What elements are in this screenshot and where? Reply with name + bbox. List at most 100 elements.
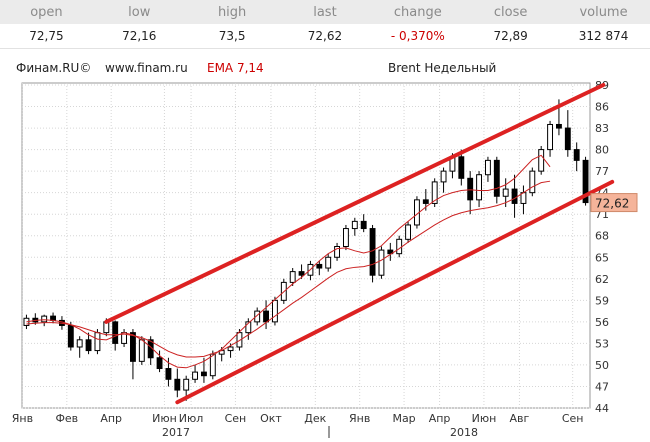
x-tick-label: Янв [12, 412, 33, 425]
ema-line [26, 180, 551, 358]
y-tick-label: 83 [595, 122, 609, 135]
ema-line [26, 154, 551, 369]
candle-body [493, 159, 500, 197]
candle-body [289, 271, 296, 283]
candle-body [334, 246, 341, 258]
y-tick-label: 86 [595, 101, 609, 114]
candle-body [271, 299, 278, 323]
candle-body [298, 271, 305, 276]
x-tick-label: Мар [392, 412, 415, 425]
value-open: 72,75 [0, 24, 93, 49]
candle-body [405, 224, 412, 240]
candle-body [458, 156, 465, 179]
quote-panel: open low high last change close volume 7… [0, 0, 650, 49]
trend-channel-line [175, 179, 615, 405]
x-tick-label: Апр [429, 412, 451, 425]
plot-area: 44475053565962656871747780838689ЯнвФевАп… [12, 79, 638, 439]
candle-body [511, 188, 518, 204]
y-tick-label: 50 [595, 359, 609, 372]
candle-body [76, 339, 83, 348]
x-tick-label: Окт [260, 412, 282, 425]
y-tick-label: 44 [595, 402, 609, 415]
candle-body [209, 353, 216, 377]
candle-body [502, 188, 509, 197]
year-label: 2017 [162, 426, 190, 439]
x-tick-label: Фев [55, 412, 78, 425]
candle-body [476, 174, 483, 201]
candle-body [547, 123, 554, 151]
candle-body [67, 324, 74, 348]
candle-body [129, 332, 136, 362]
candle-body [245, 321, 252, 334]
candle-body [564, 127, 571, 151]
header-open: open [0, 0, 93, 24]
candle-body [85, 339, 92, 352]
header-last: last [278, 0, 372, 24]
candle-body [467, 177, 474, 201]
candle-body [484, 159, 491, 176]
candle-body [440, 170, 447, 183]
y-tick-label: 80 [595, 144, 609, 157]
candle-body [538, 149, 545, 172]
candle-body [200, 371, 207, 377]
candle-body [351, 220, 358, 230]
candle-body [263, 310, 270, 323]
y-tick-label: 65 [595, 251, 609, 264]
y-tick-label: 62 [595, 273, 609, 286]
candle-body [183, 378, 190, 391]
candle-body [192, 371, 199, 380]
candle-body [396, 238, 403, 255]
y-tick-label: 56 [595, 316, 609, 329]
x-tick-label: Июн [472, 412, 497, 425]
value-high: 73,5 [185, 24, 279, 49]
candle-body [227, 346, 234, 352]
x-tick-label: Апр [100, 412, 122, 425]
value-last: 72,62 [278, 24, 372, 49]
y-tick-label: 59 [595, 294, 609, 307]
candle-body [316, 263, 323, 269]
x-tick-label: Сен [225, 412, 247, 425]
candle-body [325, 256, 332, 269]
candle-body [582, 159, 589, 204]
quote-value-row: 72,75 72,16 73,5 72,62 - 0,370% 72,89 31… [0, 24, 650, 49]
price-chart: Финам.RU© www.finam.ru EMA 7,14 Brent Не… [12, 61, 638, 439]
chart-indicator: EMA 7,14 [207, 61, 264, 75]
header-volume: volume [557, 0, 650, 24]
value-close: 72,89 [464, 24, 558, 49]
value-low: 72,16 [92, 24, 186, 49]
quote-header-row: open low high last change close volume [0, 0, 650, 24]
y-tick-label: 53 [595, 337, 609, 350]
x-tick-label: Сен [562, 412, 584, 425]
header-close: close [464, 0, 558, 24]
candle-body [529, 170, 536, 194]
candle-body [174, 378, 181, 391]
y-tick-label: 77 [595, 165, 609, 178]
candle-body [387, 249, 394, 255]
candle-body [236, 332, 243, 348]
candle-body [369, 228, 376, 276]
chart-title: Brent Недельный [388, 61, 496, 75]
header-change: change [371, 0, 465, 24]
candle-body [254, 310, 261, 323]
x-tick-label: Июл [179, 412, 204, 425]
candle-body [342, 228, 349, 248]
candle-body [573, 149, 580, 161]
y-tick-label: 47 [595, 380, 609, 393]
candle-body [138, 339, 145, 362]
candle-body [165, 368, 172, 380]
y-tick-label: 68 [595, 230, 609, 243]
candle-body [94, 332, 101, 352]
candle-body [360, 220, 367, 230]
last-price-label: 72,62 [595, 197, 629, 211]
quote-table: open low high last change close volume 7… [0, 0, 650, 49]
value-volume: 312 874 [557, 24, 650, 49]
x-tick-label: Июн [152, 412, 177, 425]
header-high: high [185, 0, 279, 24]
value-change: - 0,370% [371, 24, 465, 49]
chart-brand: Финам.RU© [16, 61, 91, 75]
candle-body [112, 321, 119, 344]
candle-body [555, 123, 562, 129]
candle-body [431, 181, 438, 204]
header-low: low [92, 0, 186, 24]
candle-body [50, 315, 57, 321]
